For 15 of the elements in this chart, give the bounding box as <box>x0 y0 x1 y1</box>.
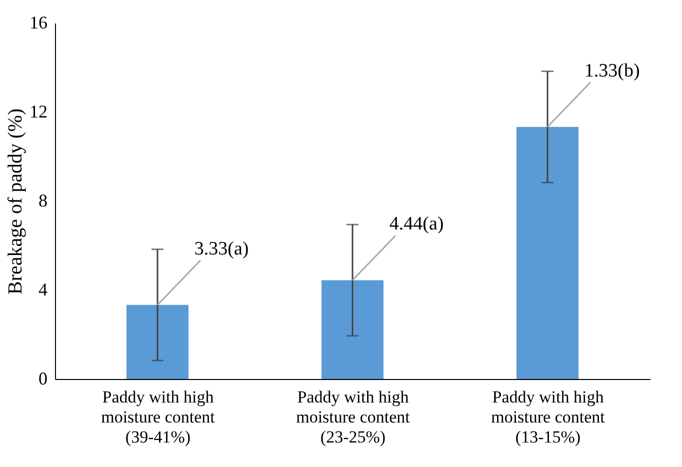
x-tick-label: Paddy with high moisture content (23-25%) <box>296 388 410 446</box>
annotation: 1.33(b) <box>584 60 640 82</box>
y-tick-label: 0 <box>38 368 48 388</box>
bar <box>516 126 578 379</box>
annotation: 3.33(a) <box>194 238 249 260</box>
bar <box>126 304 188 379</box>
y-tick-label: 4 <box>38 280 48 300</box>
x-tick-label: Paddy with high moisture content (13-15%) <box>491 388 606 446</box>
annotation: 4.44(a) <box>389 214 444 235</box>
y-tick-label: 16 <box>30 12 48 32</box>
x-tick-label: Paddy with high moisture content (39-41%) <box>101 388 216 446</box>
bar <box>322 280 384 379</box>
y-tick-label: 12 <box>30 102 48 122</box>
y-tick-label: 8 <box>38 190 48 210</box>
y-axis-title: Breakage of paddy (%) <box>4 108 26 295</box>
